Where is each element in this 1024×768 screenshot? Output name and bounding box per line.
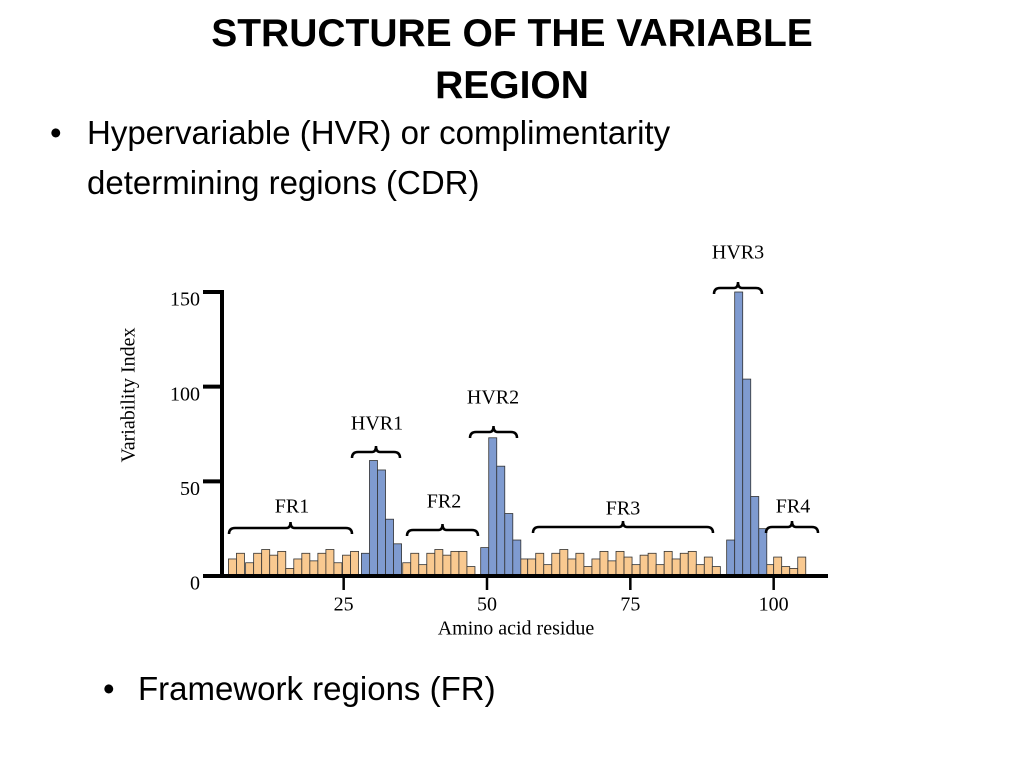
bar: [671, 558, 681, 577]
bar: [639, 554, 649, 577]
bar: [535, 552, 545, 577]
brace: [712, 281, 764, 295]
bar: [773, 556, 783, 577]
bar: [261, 549, 271, 577]
brace: [227, 521, 354, 535]
bar: [393, 543, 402, 577]
bar: [410, 552, 420, 577]
x-tick-label: 50: [477, 594, 497, 616]
y-tick-label: 150: [170, 289, 200, 311]
bar: [687, 550, 697, 577]
bar: [527, 558, 537, 577]
brace: [764, 520, 820, 534]
bar: [361, 552, 370, 577]
bar: [559, 549, 569, 577]
bar: [269, 554, 279, 577]
bar: [385, 518, 394, 577]
brace: [468, 425, 519, 439]
bar: [797, 556, 807, 577]
bar: [350, 550, 359, 577]
bar: [623, 556, 633, 577]
bar: [734, 291, 744, 577]
bar: [458, 550, 468, 577]
annotation: FR2: [427, 491, 461, 513]
bar: [551, 552, 561, 577]
bar: [342, 554, 351, 577]
bar: [434, 549, 444, 577]
bar: [703, 556, 713, 577]
bar: [253, 552, 263, 577]
bar: [325, 549, 335, 577]
y-tick-label: 50: [180, 478, 200, 500]
bar: [236, 552, 245, 577]
bullet-dot: •: [50, 114, 62, 151]
bar: [591, 558, 601, 577]
bar: [663, 550, 673, 577]
bar: [512, 539, 522, 577]
brace: [405, 523, 480, 537]
annotation: HVR2: [467, 387, 519, 409]
bar: [726, 539, 736, 577]
bar: [228, 558, 237, 577]
x-tick-label: 75: [620, 594, 640, 616]
bar: [615, 550, 625, 577]
bullet-text: Hypervariable (HVR) or complimentarity d…: [87, 114, 671, 201]
bar: [607, 560, 617, 577]
brace: [531, 520, 715, 534]
bar: [309, 560, 319, 577]
y-tick-label: 100: [170, 383, 200, 405]
bar: [450, 550, 460, 577]
bar: [742, 378, 752, 577]
bar: [488, 437, 498, 577]
y-tick-label: 0: [190, 573, 200, 595]
y-axis-label: Variability Index: [118, 328, 140, 463]
bar: [647, 552, 657, 577]
bar: [599, 550, 609, 577]
bullet-text: Framework regions (FR): [138, 670, 496, 707]
annotation: FR3: [606, 498, 640, 520]
bar: [750, 496, 760, 577]
bar: [277, 550, 287, 577]
bar: [679, 552, 689, 577]
bullet-dot: •: [103, 670, 115, 707]
bar: [293, 558, 303, 577]
bar: [567, 558, 577, 577]
bar: [442, 554, 452, 577]
x-axis-label: Amino acid residue: [438, 618, 595, 640]
annotation: FR4: [776, 496, 810, 518]
annotation: HVR3: [712, 242, 764, 264]
slide-title: STRUCTURE OF THE VARIABLE REGION: [211, 12, 813, 107]
bar: [377, 469, 386, 577]
bar: [496, 465, 506, 577]
bar: [504, 513, 514, 577]
bar: [575, 552, 585, 577]
bar: [301, 552, 311, 577]
x-tick-label: 25: [334, 594, 354, 616]
bar: [426, 552, 436, 577]
annotation: FR1: [275, 496, 309, 518]
bar: [758, 528, 768, 577]
annotation: HVR1: [351, 413, 403, 435]
brace: [350, 445, 402, 459]
bar: [369, 460, 378, 577]
x-tick-label: 100: [759, 594, 789, 616]
bar: [480, 547, 490, 577]
bar: [317, 552, 327, 577]
